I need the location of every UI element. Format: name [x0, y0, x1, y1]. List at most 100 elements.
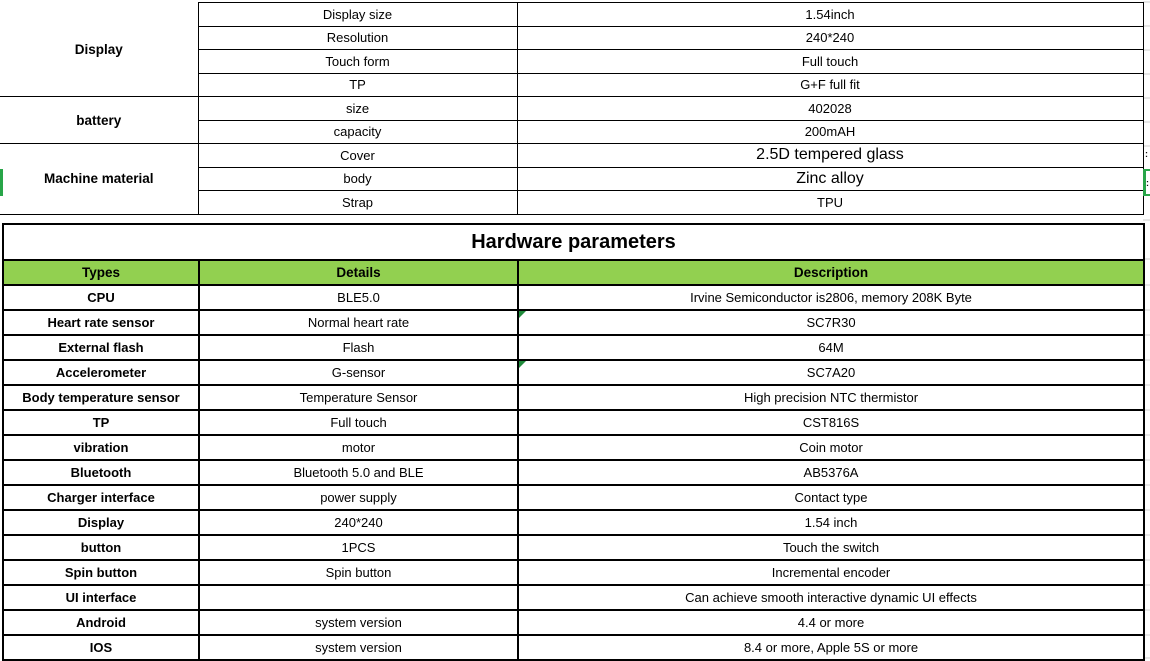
table-row: CPU BLE5.0 Irvine Semiconductor is2806, … [2, 284, 1146, 311]
value-cell[interactable]: G+F full fit [516, 72, 1144, 97]
table-row: capacity 200mAH [0, 119, 1144, 144]
param-cell[interactable]: Strap [197, 190, 518, 215]
cell-description[interactable]: Incremental encoder [516, 559, 1146, 586]
cell-type[interactable]: IOS [2, 634, 200, 661]
cell-details[interactable]: 1PCS [198, 534, 519, 561]
param-cell[interactable]: Touch form [197, 49, 518, 74]
cell-type[interactable]: CPU [2, 284, 200, 311]
cell-description[interactable]: 8.4 or more, Apple 5S or more [516, 634, 1146, 661]
table-row: Strap TPU [0, 190, 1144, 215]
cell-type[interactable]: External flash [2, 334, 200, 361]
cell-details[interactable]: power supply [198, 484, 519, 511]
table-row: Hardware parameters [1, 223, 1146, 261]
table-row: Charger interface power supply Contact t… [2, 484, 1146, 511]
cell-details[interactable]: G-sensor [198, 359, 519, 386]
clipped-cell-text: : [1146, 178, 1149, 188]
cell-description[interactable]: High precision NTC thermistor [516, 384, 1146, 411]
value-cell[interactable]: Zinc alloy [516, 166, 1144, 191]
cell-details[interactable]: Bluetooth 5.0 and BLE [198, 459, 519, 486]
cell-details[interactable]: motor [198, 434, 519, 461]
group-cell-display[interactable]: Display [0, 2, 199, 97]
table-title[interactable]: Hardware parameters [1, 223, 1146, 261]
cell-details[interactable]: 240*240 [198, 509, 519, 536]
param-cell[interactable]: body [197, 166, 518, 191]
table-row: Resolution 240*240 [0, 25, 1144, 50]
cell-details[interactable]: Flash [198, 334, 519, 361]
value-cell[interactable]: Full touch [516, 49, 1144, 74]
cell-description[interactable]: Touch the switch [516, 534, 1146, 561]
table-row: Machine material Cover 2.5D tempered gla… [0, 143, 1144, 215]
column-header-types[interactable]: Types [2, 259, 200, 286]
table-row: Spin button Spin button Incremental enco… [2, 559, 1146, 586]
table-row: Heart rate sensor Normal heart rate SC7R… [2, 309, 1146, 336]
cell-details[interactable]: BLE5.0 [198, 284, 519, 311]
table-row: Android system version 4.4 or more [2, 609, 1146, 636]
table-row: IOS system version 8.4 or more, Apple 5S… [2, 634, 1146, 661]
header-row: Types Details Description [2, 259, 1146, 286]
cell-description[interactable]: 64M [516, 334, 1146, 361]
cell-type[interactable]: Charger interface [2, 484, 200, 511]
cell-description[interactable]: SC7R30 [516, 309, 1146, 336]
value-cell[interactable]: 402028 [516, 96, 1144, 121]
cell-description[interactable]: Contact type [516, 484, 1146, 511]
selected-cell-indicator[interactable] [1143, 169, 1150, 196]
column-header-details[interactable]: Details [198, 259, 519, 286]
table-row: Display Display size 1.54inch [0, 2, 1144, 97]
hardware-table: Hardware parameters Types Details Descri… [1, 223, 1146, 661]
error-indicator-icon [520, 362, 526, 368]
cell-type[interactable]: Spin button [2, 559, 200, 586]
table-row: vibration motor Coin motor [2, 434, 1146, 461]
cell-details[interactable]: Spin button [198, 559, 519, 586]
cell-description[interactable]: Irvine Semiconductor is2806, memory 208K… [516, 284, 1146, 311]
cell-type[interactable]: TP [2, 409, 200, 436]
cell-description[interactable]: Can achieve smooth interactive dynamic U… [516, 584, 1146, 611]
cell-type[interactable]: button [2, 534, 200, 561]
group-cell-battery[interactable]: battery [0, 96, 199, 144]
table-row: TP Full touch CST816S [2, 409, 1146, 436]
table-row: Display 240*240 1.54 inch [2, 509, 1146, 536]
cell-description[interactable]: Coin motor [516, 434, 1146, 461]
cell-details[interactable]: Temperature Sensor [198, 384, 519, 411]
cell-description[interactable]: SC7A20 [516, 359, 1146, 386]
value-cell[interactable]: TPU [516, 190, 1144, 215]
table-row: External flash Flash 64M [2, 334, 1146, 361]
cell-type[interactable]: Body temperature sensor [2, 384, 200, 411]
param-cell[interactable]: TP [197, 72, 518, 97]
param-cell[interactable]: Cover [197, 143, 518, 168]
group-cell-machine-material[interactable]: Machine material [0, 143, 199, 215]
error-indicator-icon [520, 312, 526, 318]
table-row: TP G+F full fit [0, 72, 1144, 97]
param-cell[interactable]: capacity [197, 119, 518, 144]
cell-type[interactable]: Heart rate sensor [2, 309, 200, 336]
cell-type[interactable]: Bluetooth [2, 459, 200, 486]
value-cell[interactable]: 2.5D tempered glass [516, 143, 1144, 168]
cell-description[interactable]: CST816S [516, 409, 1146, 436]
cell-details[interactable]: system version [198, 634, 519, 661]
table-row: Body temperature sensor Temperature Sens… [2, 384, 1146, 411]
param-cell[interactable]: size [197, 96, 518, 121]
cell-type[interactable]: UI interface [2, 584, 200, 611]
cell-type[interactable]: Android [2, 609, 200, 636]
value-cell[interactable]: 200mAH [516, 119, 1144, 144]
cell-details[interactable]: Normal heart rate [198, 309, 519, 336]
cell-type[interactable]: Accelerometer [2, 359, 200, 386]
cell-details[interactable]: system version [198, 609, 519, 636]
table-row: battery size 402028 [0, 96, 1144, 144]
cell-description[interactable]: AB5376A [516, 459, 1146, 486]
cell-details[interactable] [198, 584, 519, 611]
column-header-description[interactable]: Description [516, 259, 1146, 286]
table-row: Accelerometer G-sensor SC7A20 [2, 359, 1146, 386]
cell-description[interactable]: 4.4 or more [516, 609, 1146, 636]
cell-type[interactable]: Display [2, 509, 200, 536]
table-row: UI interface Can achieve smooth interact… [2, 584, 1146, 611]
table-row: Bluetooth Bluetooth 5.0 and BLE AB5376A [2, 459, 1146, 486]
cell-type[interactable]: vibration [2, 434, 200, 461]
value-cell[interactable]: 240*240 [516, 25, 1144, 50]
cell-text: SC7A20 [806, 365, 856, 380]
param-cell[interactable]: Resolution [197, 25, 518, 50]
param-cell[interactable]: Display size [197, 2, 518, 27]
value-cell[interactable]: 1.54inch [516, 2, 1144, 27]
cell-details[interactable]: Full touch [198, 409, 519, 436]
cell-description[interactable]: 1.54 inch [516, 509, 1146, 536]
